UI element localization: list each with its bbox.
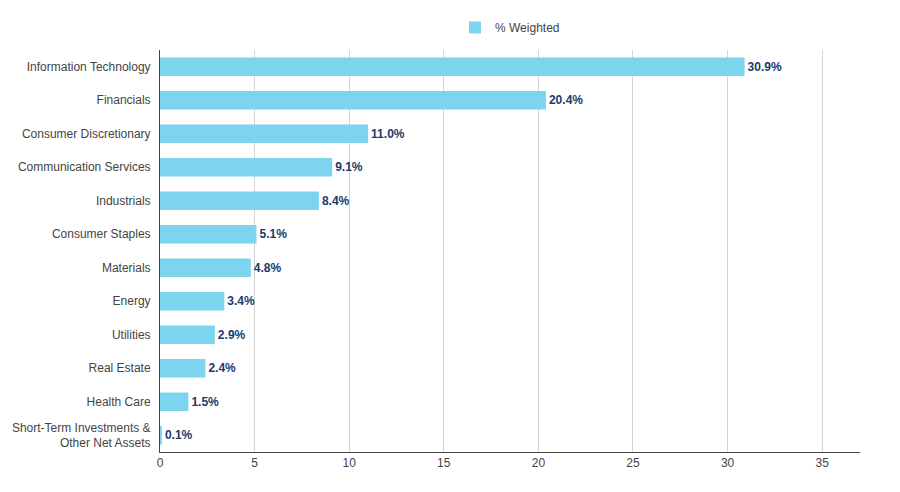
- svg-text:Short-Term Investments &Other: Short-Term Investments &Other Net Assets: [12, 421, 151, 451]
- svg-text:0.1%: 0.1%: [165, 428, 193, 442]
- svg-text:35: 35: [815, 456, 829, 470]
- svg-text:Real Estate: Real Estate: [89, 361, 151, 375]
- svg-text:11.0%: 11.0%: [371, 127, 405, 141]
- svg-text:Energy: Energy: [113, 294, 151, 308]
- svg-text:30.9%: 30.9%: [748, 60, 782, 74]
- svg-text:25: 25: [626, 456, 640, 470]
- svg-text:9.1%: 9.1%: [335, 160, 363, 174]
- svg-text:Consumer Staples: Consumer Staples: [52, 227, 151, 241]
- svg-text:2.4%: 2.4%: [208, 361, 236, 375]
- svg-text:Information Technology: Information Technology: [27, 60, 151, 74]
- svg-text:10: 10: [343, 456, 357, 470]
- svg-text:4.8%: 4.8%: [254, 261, 282, 275]
- svg-text:Industrials: Industrials: [96, 194, 151, 208]
- svg-text:30: 30: [721, 456, 735, 470]
- svg-text:5.1%: 5.1%: [259, 227, 287, 241]
- svg-text:% Weighted: % Weighted: [495, 21, 559, 35]
- svg-text:2.9%: 2.9%: [218, 328, 246, 342]
- svg-text:20.4%: 20.4%: [549, 93, 583, 107]
- svg-text:Materials: Materials: [102, 261, 151, 275]
- svg-text:5: 5: [251, 456, 258, 470]
- svg-text:Financials: Financials: [97, 93, 151, 107]
- svg-text:15: 15: [437, 456, 451, 470]
- svg-text:8.4%: 8.4%: [322, 194, 350, 208]
- svg-text:3.4%: 3.4%: [227, 294, 255, 308]
- svg-text:Communication Services: Communication Services: [18, 160, 151, 174]
- svg-text:Utilities: Utilities: [112, 328, 151, 342]
- svg-text:20: 20: [532, 456, 546, 470]
- svg-text:1.5%: 1.5%: [191, 395, 219, 409]
- svg-text:0: 0: [157, 456, 164, 470]
- svg-text:Consumer Discretionary: Consumer Discretionary: [22, 127, 151, 141]
- svg-text:Health Care: Health Care: [87, 395, 151, 409]
